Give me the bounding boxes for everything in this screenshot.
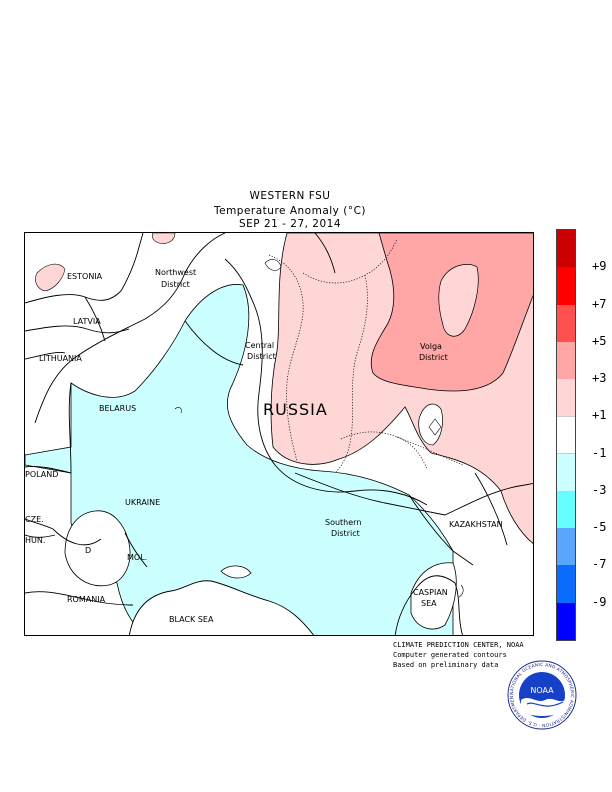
- noaa-logo-text: NOAA: [530, 686, 554, 695]
- legend-swatch: [557, 341, 575, 380]
- label-romania: ROMANIA: [67, 595, 106, 604]
- legend-swatch: [557, 565, 575, 603]
- noaa-logo-graphic: NATIONAL OCEANIC AND ATMOSPHERIC ADMINIS…: [505, 656, 577, 730]
- label-southern-1: Southern: [325, 518, 361, 527]
- legend-swatch: [557, 230, 575, 268]
- label-mol: MOL.: [127, 553, 147, 562]
- legend-swatch: [557, 304, 575, 342]
- label-central-1: Central: [245, 341, 274, 350]
- lake-marks: [174, 259, 464, 598]
- warm-anomaly-region-2: [35, 263, 66, 292]
- legend-tick-label: +5: [592, 333, 607, 348]
- legend-tick-label: -3: [592, 482, 607, 497]
- label-russia: RUSSIA: [263, 400, 328, 419]
- low-marker: D: [85, 546, 91, 555]
- legend-swatch: [557, 602, 575, 640]
- label-caspian-1: CASPIAN: [413, 588, 448, 597]
- anomaly-map-canvas: ESTONIA LATVIA LITHUANIA BELARUS POLAND …: [25, 233, 533, 635]
- legend-tick-label: -1: [592, 445, 607, 460]
- label-northwest-2: District: [161, 280, 190, 289]
- legend-tick-label: +1: [592, 408, 607, 423]
- map-title-variable: Temperature Anomaly (°C): [213, 205, 367, 217]
- cool-anomaly-region: [25, 284, 454, 635]
- legend-swatch: [557, 416, 575, 454]
- label-northwest-1: Northwest: [155, 268, 196, 277]
- label-volga-1: Volga: [420, 342, 442, 351]
- noaa-logo: NATIONAL OCEANIC AND ATMOSPHERIC ADMINIS…: [505, 656, 577, 730]
- label-latvia: LATVIA: [73, 317, 101, 326]
- credit-preliminary: Based on preliminary data: [393, 661, 499, 669]
- district-borders: [268, 238, 464, 474]
- label-estonia: ESTONIA: [67, 272, 103, 281]
- warm-anomaly-inner-region: [438, 264, 479, 337]
- label-southern-2: District: [331, 529, 360, 538]
- map-title-region: WESTERN FSU: [249, 190, 331, 202]
- color-legend: [556, 229, 576, 641]
- label-lithuania: LITHUANIA: [39, 354, 82, 363]
- legend-swatch: [557, 267, 575, 305]
- label-central-2: District: [247, 352, 276, 361]
- label-belarus: BELARUS: [99, 404, 136, 413]
- label-hun: HUN.: [25, 536, 45, 545]
- map-title-period: SEP 21 - 27, 2014: [238, 218, 342, 230]
- label-caspian-2: SEA: [421, 599, 437, 608]
- legend-tick-label: -9: [592, 594, 607, 609]
- legend-swatch: [557, 528, 575, 566]
- legend-tick-label: +9: [592, 259, 607, 274]
- label-poland: POLAND: [25, 470, 58, 479]
- legend-swatch: [557, 490, 575, 529]
- label-volga-2: District: [419, 353, 448, 362]
- legend-swatch: [557, 453, 575, 491]
- neutral-region-moldova: [64, 510, 131, 587]
- anomaly-map: ESTONIA LATVIA LITHUANIA BELARUS POLAND …: [24, 232, 534, 636]
- credit-cpc: CLIMATE PREDICTION CENTER, NOAA: [393, 641, 524, 649]
- label-kazakhstan: KAZAKHSTAN: [449, 520, 503, 529]
- caspian-sea-outline: [394, 575, 463, 635]
- label-black-sea: BLACK SEA: [169, 615, 214, 624]
- contour-lines: [34, 233, 508, 546]
- legend-tick-label: +3: [592, 371, 607, 386]
- azov-sea-outline: [220, 565, 252, 579]
- warm-anomaly-region-3: [151, 233, 176, 244]
- neutral-region-caspian: [410, 562, 457, 630]
- legend-tick-label: -7: [592, 557, 607, 572]
- label-ukraine: UKRAINE: [125, 498, 160, 507]
- credit-contours: Computer generated contours: [393, 651, 507, 659]
- legend-swatch: [557, 379, 575, 417]
- label-cze: CZE.: [25, 515, 44, 524]
- legend-tick-label: +7: [592, 296, 607, 311]
- legend-tick-label: -5: [592, 520, 607, 535]
- black-sea-outline: [128, 580, 315, 635]
